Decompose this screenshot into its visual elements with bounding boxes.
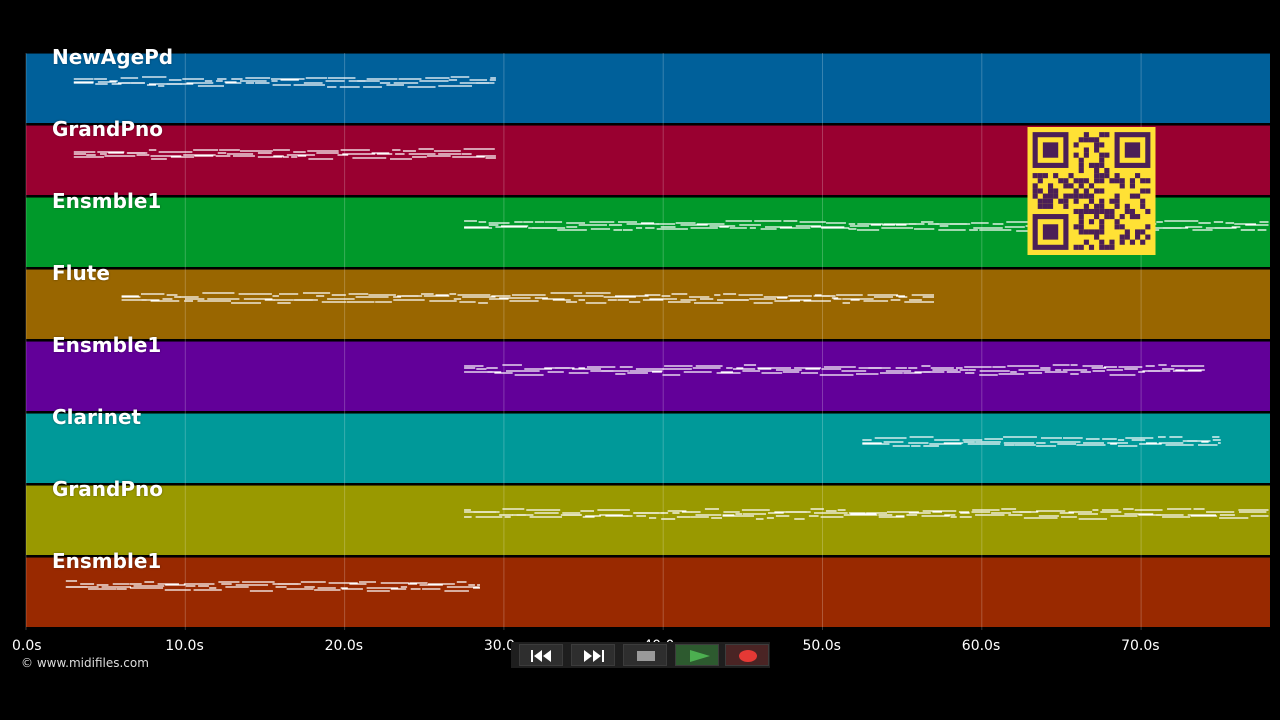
track-row bbox=[26, 485, 1270, 555]
track-row bbox=[26, 557, 1270, 627]
stop-icon bbox=[637, 651, 655, 661]
time-tick-label: 50.0s bbox=[802, 638, 841, 654]
track-row bbox=[26, 413, 1270, 483]
time-tick-label: 0.0s bbox=[12, 638, 42, 654]
track-label: Clarinet bbox=[52, 405, 142, 429]
record-button[interactable] bbox=[725, 644, 769, 666]
play-button[interactable] bbox=[675, 644, 719, 666]
track-label: NewAgePd bbox=[52, 45, 174, 69]
track-label: Ensmble1 bbox=[52, 189, 162, 213]
track-row bbox=[26, 269, 1270, 339]
rewind-icon bbox=[531, 650, 551, 662]
track-label: Flute bbox=[52, 261, 110, 285]
fast-forward-icon bbox=[584, 650, 604, 662]
transport-controls bbox=[511, 642, 770, 668]
stop-button[interactable] bbox=[623, 644, 667, 666]
fast-forward-button[interactable] bbox=[571, 644, 615, 666]
copyright-text: © www.midifiles.com bbox=[21, 656, 149, 670]
rewind-button[interactable] bbox=[519, 644, 563, 666]
track-label: Ensmble1 bbox=[52, 333, 162, 357]
track-label: GrandPno bbox=[52, 117, 163, 141]
qr-code-image bbox=[1027, 127, 1156, 255]
tracks-area bbox=[26, 53, 1270, 629]
play-icon bbox=[690, 650, 710, 662]
track-row bbox=[26, 53, 1270, 123]
time-tick-label: 60.0s bbox=[961, 638, 1001, 654]
track-label: Ensmble1 bbox=[52, 549, 162, 573]
time-tick-label: 70.0s bbox=[1121, 638, 1160, 654]
track-label: GrandPno bbox=[52, 477, 163, 501]
time-tick-label: 20.0s bbox=[324, 638, 364, 654]
time-tick-label: 10.0s bbox=[165, 638, 204, 654]
record-icon bbox=[739, 650, 757, 662]
track-row bbox=[26, 341, 1270, 411]
